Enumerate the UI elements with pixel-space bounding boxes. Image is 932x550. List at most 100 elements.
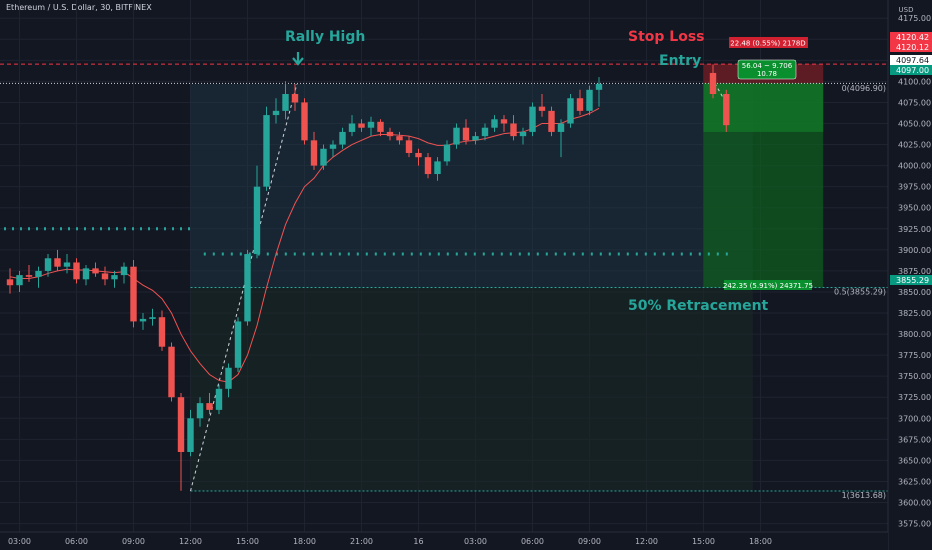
candle-body (282, 94, 289, 111)
candle-body (491, 119, 498, 128)
time-tick-label: 15:00 (236, 537, 259, 546)
candle-body (158, 317, 166, 347)
time-tick-label: 09:00 (122, 537, 145, 546)
candle-body (92, 268, 99, 274)
candle-body (177, 397, 185, 452)
candle-body (339, 131, 346, 145)
price-badge-label: 4097.00 (896, 66, 929, 75)
candle-body (586, 89, 593, 111)
price-axis[interactable]: USD4175.004150.004125.004100.004075.0040… (887, 0, 932, 550)
candle-body (709, 72, 717, 95)
rally-high-label: Rally High (285, 29, 365, 45)
price-tick-label: 3875.00 (898, 267, 931, 276)
price-tick-label: 3900.00 (898, 246, 931, 255)
candle-body (576, 98, 584, 111)
candle-body (348, 123, 356, 132)
risk-box (729, 37, 808, 48)
price-badge-label: 4120.12 (896, 43, 929, 52)
candle-body (453, 127, 460, 145)
position-zones (190, 64, 824, 491)
time-tick-label: 21:00 (350, 537, 373, 546)
candle-body (415, 152, 422, 158)
candle-body (187, 418, 194, 452)
price-tick-label: 3925.00 (898, 225, 931, 234)
price-badge (890, 42, 932, 52)
candle-body (291, 94, 299, 103)
time-tick-label: 06:00 (65, 537, 88, 546)
candle-body (215, 388, 223, 410)
position-box-line2: 10.78 (757, 70, 777, 78)
candle-body (35, 270, 42, 277)
candle-body (329, 144, 337, 149)
target-box (724, 280, 812, 290)
price-tick-label: 3650.00 (898, 456, 931, 465)
candle-body (244, 254, 251, 322)
price-tick-label: 3800.00 (898, 330, 931, 339)
price-tick-label: 3625.00 (898, 477, 931, 486)
price-tick-label: 3700.00 (898, 414, 931, 423)
arrow-down-icon (292, 52, 304, 66)
entry-trend-line (714, 83, 729, 107)
candle-body (73, 262, 80, 280)
candle-body (196, 403, 204, 419)
chart-title: Ethereum / U.S. Dollar, 30, BITFINEX (6, 3, 152, 12)
ma-line (9, 107, 600, 383)
candle-body (301, 102, 308, 141)
candle-body (386, 131, 394, 137)
candle-body (54, 258, 61, 267)
fib-zone-upper (190, 83, 753, 288)
time-tick-label: 09:00 (578, 537, 601, 546)
time-axis[interactable]: 03:00 06:00 09:00 12:00 15:00 18:00 21:00 16 03:… (0, 531, 888, 550)
fib-bottom-label: 1(3613.68) (842, 491, 886, 500)
price-badge-label: 3855.29 (896, 276, 929, 285)
price-badge (890, 275, 932, 285)
candle-body (405, 140, 413, 153)
candle-body (500, 119, 508, 124)
price-tick-label: 3950.00 (898, 204, 931, 213)
time-axis-bg (0, 532, 888, 550)
candle-body (111, 275, 118, 280)
candle-body (82, 268, 90, 280)
candle-body (367, 121, 375, 128)
price-badge (890, 55, 932, 65)
time-tick-label: 15:00 (692, 537, 715, 546)
risk-box-label: 22.48 (0.55%) 2178D (730, 40, 805, 48)
price-badge (890, 65, 932, 75)
annotation-labels: Rally High Stop Loss Entry 50% Retracement 0… (285, 29, 886, 500)
candle-body (16, 275, 23, 286)
candle-body (25, 275, 33, 277)
time-tick-label: 18:00 (293, 537, 316, 546)
time-tick-label: 12:00 (635, 537, 658, 546)
time-tick-label: 18:00 (749, 537, 772, 546)
candle-body (149, 317, 156, 319)
fib-top-label: 0(4096.90) (842, 84, 886, 93)
candle-body (320, 148, 327, 166)
position-box (737, 59, 797, 80)
position-box-line1: 56.04 ~ 9.706 (742, 62, 793, 70)
price-tick-label: 4100.00 (898, 77, 931, 86)
price-badge-label: 4097.64 (896, 56, 929, 65)
rally-trend-line (190, 83, 298, 492)
price-tick-label: 4025.00 (898, 141, 931, 150)
moving-average (9, 107, 600, 383)
candle-body (472, 136, 479, 141)
target-box-label: 242.35 (5.91%) 24371.75 (723, 282, 813, 290)
price-tick-label: 3825.00 (898, 309, 931, 318)
time-tick-label: 03:00 (464, 537, 487, 546)
price-tick-label: 4000.00 (898, 162, 931, 171)
candle-body (225, 367, 232, 389)
price-tick-label: 4075.00 (898, 98, 931, 107)
profit-zone-realized (703, 83, 824, 132)
candle-body (595, 83, 603, 90)
time-tick-label: 03:00 (8, 537, 31, 546)
stop-loss-label: Stop Loss (628, 29, 705, 45)
candle-body (168, 346, 175, 398)
candle-body (538, 106, 546, 111)
candle-body (424, 157, 432, 175)
candle-body (462, 127, 470, 141)
candle-body (443, 144, 451, 162)
candle-body (481, 127, 489, 137)
candle-body (120, 266, 128, 276)
price-tick-label: 3675.00 (898, 435, 931, 444)
